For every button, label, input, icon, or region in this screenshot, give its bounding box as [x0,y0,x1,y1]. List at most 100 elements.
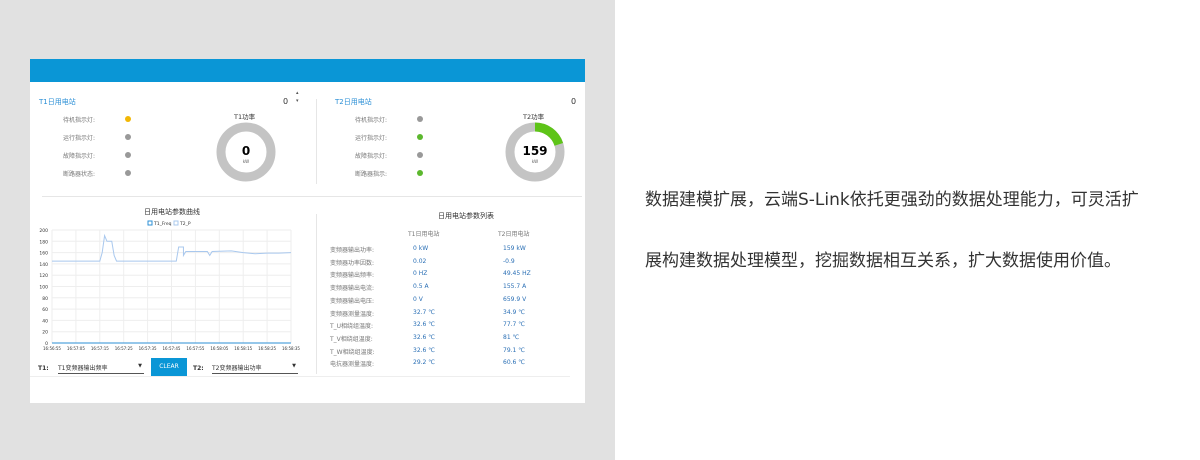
header-bar [30,59,585,82]
table-cell: 0 kW [413,245,429,252]
table-header: T1日用电站 [408,231,440,238]
row-label: T_U相绕组温度: [330,323,374,331]
t1-select-value: T1变频器输出频率 [58,365,108,372]
table-cell: -0.9 [503,257,515,265]
y-tick-label: 80 [42,296,48,302]
dropdown-arrow-icon: ▼ [292,363,296,369]
row-label: T_V相绕组温度: [330,335,373,343]
row-label: 变频器输出电压: [330,297,375,305]
table-header: T2日用电站 [498,231,530,238]
table-cell: 32.7 ℃ [413,308,436,316]
table-cell: 32.6 ℃ [413,333,436,341]
param-table: T1日用电站 T2日用电站变频器输出功率: 0 kW 159 kW 变频器功率因数: 0.… [330,229,580,369]
t2-power-gauge [505,122,565,182]
x-tick-label: 16:58:15 [234,346,252,351]
status-light-icon [125,116,131,122]
status-light-icon [125,134,131,140]
y-tick-label: 200 [39,228,48,234]
t2-light-label: 运行指示灯: [355,135,388,142]
x-tick-label: 16:58:35 [282,346,300,351]
y-tick-label: 0 [45,341,48,347]
t2-light-label: 待机指示灯: [355,117,388,124]
dropdown-arrow-icon: ▼ [138,363,142,369]
t2-light-label: 断路器指示: [355,171,388,178]
t2-light-label: 故障指示灯: [355,153,388,160]
clear-button[interactable]: CLEAR [151,358,187,376]
y-tick-label: 40 [42,318,48,324]
table-cell: 659.9 V [503,295,527,303]
table-cell: 159 kW [503,245,526,252]
row-label: 电抗器测量温度: [330,361,375,369]
table-cell: 29.2 ℃ [413,359,436,367]
status-light-icon [417,134,423,140]
t1-param-select[interactable]: T1变频器输出频率 ▼ [58,363,144,374]
table-cell: 32.6 ℃ [413,321,436,329]
t1-gauge-value: 0 [241,144,251,158]
table-cell: 32.6 ℃ [413,346,436,354]
table-cell: 0.02 [413,257,427,265]
table-cell: 34.9 ℃ [503,308,526,316]
y-tick-label: 60 [42,307,48,313]
status-light-icon [417,152,423,158]
table-title: 日用电站参数列表 [438,212,494,220]
table-cell: 0.5 A [413,283,429,291]
table-cell: 155.7 A [503,283,527,291]
t1-gauge-title: T1功率 [234,113,256,121]
t2-gauge-unit: kW [531,159,539,164]
t1-light-label: 故障指示灯: [63,153,96,160]
screenshot-backdrop: T1日用电站 0 ▴ ▾ 待机指示灯: 运行指示灯: 故障指示灯: 断路器状态: T1… [0,0,615,460]
t1-station-title: T1日用电站 [39,98,76,106]
spinner-arrows-icon[interactable]: ▴ ▾ [296,90,299,104]
legend-label: T2_P [179,221,191,227]
x-tick-label: 16:58:05 [210,346,228,351]
y-tick-label: 160 [39,251,48,257]
promo-line-2: 展构建数据处理模型，挖掘数据相互关系，扩大数据使用价值。 [645,251,1121,271]
t2-gauge-value: 159 [522,144,548,158]
table-cell: 0 HZ [413,270,428,278]
t2-count: 0 [571,97,577,106]
status-light-icon [125,170,131,176]
status-light-icon [125,152,131,158]
t1-count: 0 [283,97,289,106]
y-tick-label: 100 [39,285,48,291]
x-tick-label: 16:58:25 [258,346,276,351]
t2-gauge-title: T2功率 [523,113,545,121]
t1-light-label: 运行指示灯: [63,135,96,142]
t1-gauge-unit: kW [242,159,250,164]
t1-light-label: 待机指示灯: [63,117,96,124]
x-tick-label: 16:56:55 [43,346,61,351]
t1-power-gauge [216,122,276,182]
x-tick-label: 16:57:05 [67,346,85,351]
chart-title: 日用电站参数曲线 [144,207,200,216]
status-light-icon [417,116,423,122]
row-label: 变频器输出频率: [330,272,375,280]
row-label: 变频器功率因数: [330,259,375,267]
y-tick-label: 120 [39,273,48,279]
x-tick-label: 16:57:15 [91,346,109,351]
table-cell: 49.45 HZ [503,270,531,278]
t1-label: T1: [38,365,49,372]
legend-label: T1_Freq [153,221,172,227]
t2-station-title: T2日用电站 [335,98,372,106]
y-tick-label: 180 [39,239,48,245]
row-label: 变频器测量温度: [330,310,375,318]
x-tick-label: 16:57:35 [139,346,157,351]
legend-swatch [173,220,179,226]
x-tick-label: 16:57:25 [115,346,133,351]
table-cell: 79.1 ℃ [503,346,526,354]
promo-text: 数据建模扩展，云端S-Link依托更强劲的数据处理能力，可灵活扩 展构建数据处理… [645,170,1195,292]
t2-select-value: T2变频器输出功率 [212,365,262,372]
row-label: 变频器输出功率: [330,247,375,254]
table-cell: 77.7 ℃ [503,321,526,329]
promo-line-1: 数据建模扩展，云端S-Link依托更强劲的数据处理能力，可灵活扩 [645,190,1139,210]
legend-swatch [147,220,153,226]
t2-param-select[interactable]: T2变频器输出功率 ▼ [212,363,298,374]
t1-light-label: 断路器状态: [63,171,96,178]
table-cell: 60.6 ℃ [503,359,526,367]
dashboard-screenshot: T1日用电站 0 ▴ ▾ 待机指示灯: 运行指示灯: 故障指示灯: 断路器状态: T1… [30,59,585,403]
row-label: 变频器输出电流: [330,285,375,293]
status-light-icon [417,170,423,176]
line-chart: 日用电站参数曲线 0 20 40 60 80 100 120 140 160 180 200 16:56… [39,207,300,351]
y-tick-label: 140 [39,262,48,268]
table-cell: 81 ℃ [503,333,520,341]
